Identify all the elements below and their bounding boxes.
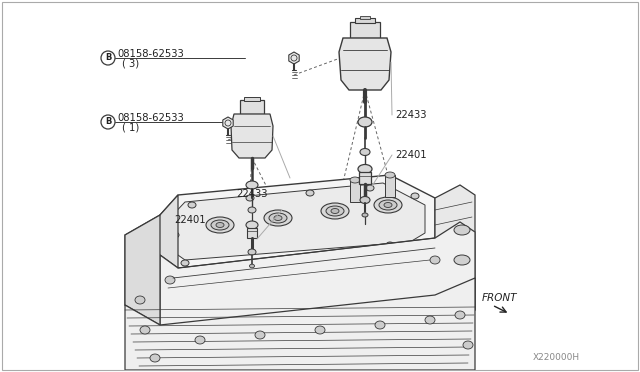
- Polygon shape: [231, 114, 273, 158]
- Ellipse shape: [250, 264, 255, 268]
- Ellipse shape: [375, 321, 385, 329]
- Ellipse shape: [248, 207, 256, 213]
- Ellipse shape: [255, 331, 265, 339]
- Polygon shape: [160, 175, 435, 268]
- Text: 22401: 22401: [174, 215, 205, 225]
- Ellipse shape: [430, 256, 440, 264]
- Ellipse shape: [366, 185, 374, 191]
- Text: ( 3): ( 3): [122, 59, 139, 69]
- Text: FRONT: FRONT: [482, 293, 518, 303]
- Ellipse shape: [360, 196, 370, 203]
- Ellipse shape: [195, 336, 205, 344]
- Ellipse shape: [248, 249, 256, 255]
- Ellipse shape: [188, 202, 196, 208]
- Ellipse shape: [385, 172, 395, 178]
- Text: B: B: [105, 54, 111, 62]
- Bar: [247, 228, 257, 238]
- Polygon shape: [168, 183, 425, 260]
- Ellipse shape: [454, 225, 470, 235]
- Ellipse shape: [135, 296, 145, 304]
- Ellipse shape: [454, 255, 470, 265]
- Text: ( 1): ( 1): [122, 123, 140, 133]
- Ellipse shape: [321, 203, 349, 219]
- Ellipse shape: [384, 202, 392, 208]
- Text: X220000H: X220000H: [533, 353, 580, 362]
- Bar: [240, 100, 264, 114]
- Text: 08158-62533: 08158-62533: [117, 49, 184, 59]
- Ellipse shape: [315, 326, 325, 334]
- Bar: [360, 16, 370, 19]
- Bar: [350, 22, 380, 38]
- Ellipse shape: [362, 213, 368, 217]
- Text: 22401: 22401: [395, 150, 427, 160]
- Ellipse shape: [455, 311, 465, 319]
- Ellipse shape: [246, 181, 258, 189]
- Ellipse shape: [181, 260, 189, 266]
- Ellipse shape: [211, 220, 229, 230]
- Ellipse shape: [454, 285, 470, 295]
- Ellipse shape: [379, 200, 397, 210]
- Bar: [385, 175, 395, 197]
- Ellipse shape: [150, 354, 160, 362]
- Text: 08158-62533: 08158-62533: [117, 113, 184, 123]
- Ellipse shape: [216, 222, 224, 228]
- Ellipse shape: [274, 215, 282, 221]
- Polygon shape: [223, 117, 233, 129]
- Ellipse shape: [206, 217, 234, 233]
- Bar: [355, 18, 375, 23]
- Text: B: B: [105, 118, 111, 126]
- Polygon shape: [289, 52, 299, 64]
- Ellipse shape: [386, 242, 394, 248]
- Ellipse shape: [331, 208, 339, 214]
- Ellipse shape: [264, 210, 292, 226]
- Bar: [350, 180, 360, 202]
- Ellipse shape: [306, 190, 314, 196]
- Polygon shape: [160, 222, 475, 338]
- Polygon shape: [125, 195, 178, 320]
- Text: 22433: 22433: [395, 110, 426, 120]
- Polygon shape: [435, 185, 475, 322]
- Ellipse shape: [326, 206, 344, 216]
- Circle shape: [101, 115, 115, 129]
- Polygon shape: [125, 278, 475, 370]
- Bar: [244, 97, 260, 101]
- Text: 22433: 22433: [236, 189, 268, 199]
- Ellipse shape: [425, 316, 435, 324]
- Ellipse shape: [246, 221, 258, 229]
- Ellipse shape: [171, 232, 179, 238]
- Circle shape: [101, 51, 115, 65]
- Ellipse shape: [350, 177, 360, 183]
- Polygon shape: [339, 38, 391, 90]
- Ellipse shape: [358, 164, 372, 173]
- Bar: [359, 172, 371, 184]
- Ellipse shape: [463, 341, 473, 349]
- Ellipse shape: [165, 276, 175, 284]
- Ellipse shape: [358, 117, 372, 127]
- Polygon shape: [125, 215, 160, 325]
- Ellipse shape: [360, 148, 370, 155]
- Ellipse shape: [411, 193, 419, 199]
- Ellipse shape: [246, 195, 254, 201]
- Ellipse shape: [269, 213, 287, 223]
- Ellipse shape: [374, 197, 402, 213]
- Ellipse shape: [140, 326, 150, 334]
